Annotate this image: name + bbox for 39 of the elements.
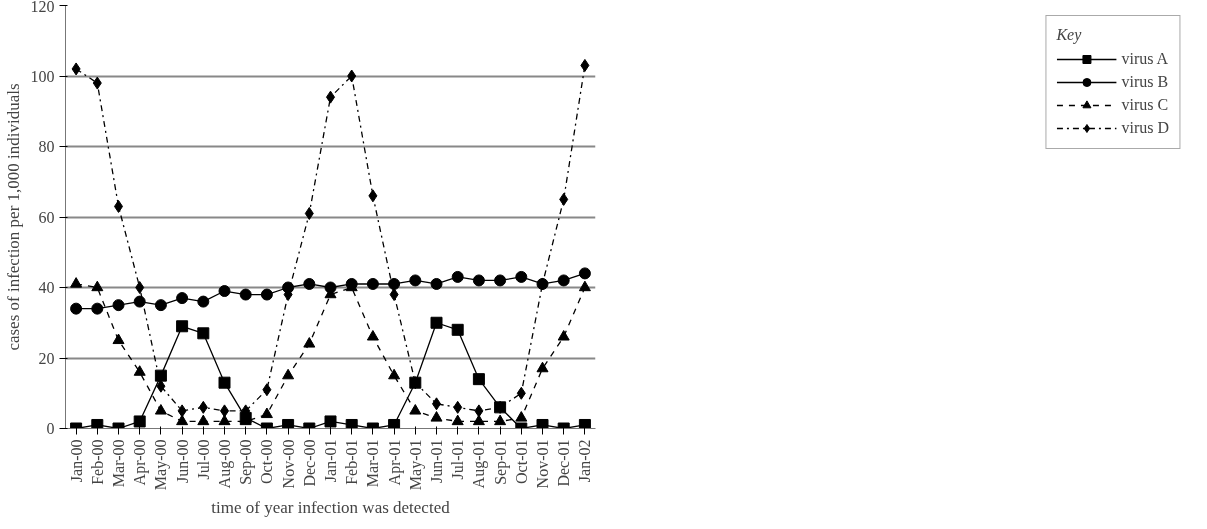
x-tick-label: Jun-00 xyxy=(173,439,191,484)
x-tick-label: Jul-00 xyxy=(194,439,212,480)
y-tick-label: 40 xyxy=(38,279,55,296)
x-tick-label: Jan-00 xyxy=(67,439,85,483)
x-tick-label: Feb-00 xyxy=(88,439,106,485)
x-tick-label: Aug-00 xyxy=(216,439,234,489)
legend-label: virus A xyxy=(1121,50,1169,68)
x-tick-label: Jan-02 xyxy=(576,439,594,483)
x-tick-label: Dec-01 xyxy=(555,439,573,487)
x-tick-label: Mar-00 xyxy=(110,439,127,488)
x-tick-label: Feb-01 xyxy=(343,439,361,485)
legend-title: Key xyxy=(1056,26,1083,44)
x-tick-label: May-00 xyxy=(152,439,171,491)
x-tick-label: Jan-01 xyxy=(322,439,339,483)
x-tick-label: Apr-00 xyxy=(131,439,150,486)
x-tick-label: Aug-01 xyxy=(470,439,489,489)
x-tick-label: Dec-00 xyxy=(300,439,318,487)
legend-label: virus C xyxy=(1121,96,1169,114)
y-tick-label: 60 xyxy=(38,208,55,226)
x-tick-label: Jun-01 xyxy=(428,439,445,484)
x-tick-label: Sep-01 xyxy=(491,439,510,485)
y-tick-label: 20 xyxy=(38,349,55,367)
x-tick-label: Nov-01 xyxy=(534,439,551,489)
legend-label: virus D xyxy=(1121,119,1169,137)
x-tick-label: Jul-01 xyxy=(449,439,467,480)
y-tick-label: 100 xyxy=(30,67,55,85)
x-tick-label: Nov-00 xyxy=(279,439,297,489)
x-tick-label: Mar-01 xyxy=(364,439,382,488)
x-tick-label: Oct-01 xyxy=(512,439,530,484)
x-tick-label: Oct-00 xyxy=(258,439,276,484)
x-axis-title: time of year infection was detected xyxy=(211,498,451,518)
y-axis-title: cases of infection per 1,000 individuals xyxy=(3,83,23,351)
y-tick-label: 120 xyxy=(30,0,55,15)
x-tick-label: May-01 xyxy=(406,439,425,491)
y-tick-label: 80 xyxy=(38,138,55,155)
legend-label: virus B xyxy=(1121,73,1169,91)
y-tick-label: 0 xyxy=(46,420,55,437)
x-tick-label: Sep-00 xyxy=(237,439,256,485)
x-tick-label: Apr-01 xyxy=(385,439,404,486)
